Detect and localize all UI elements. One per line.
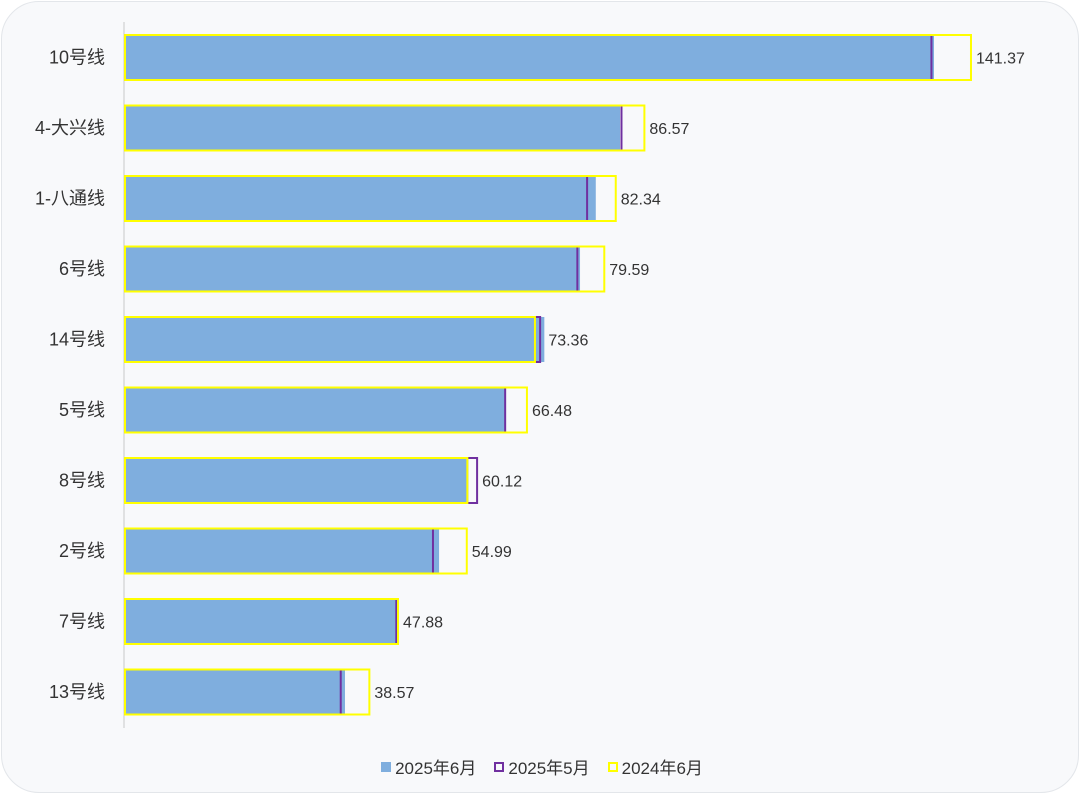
data-label: 79.59	[609, 262, 649, 279]
category-label: 1-八通线	[35, 189, 105, 209]
bar-outline-prev-year	[124, 457, 469, 504]
legend-label: 2024年6月	[621, 759, 703, 778]
legend-item: 2025年5月	[494, 754, 590, 779]
category-label: 14号线	[49, 330, 105, 350]
bar	[124, 317, 545, 362]
bar	[124, 599, 399, 644]
bar	[124, 387, 505, 433]
data-label: 60.12	[482, 474, 522, 491]
category-label: 7号线	[59, 612, 105, 632]
bar	[124, 176, 596, 221]
data-label: 73.36	[548, 333, 588, 350]
bar	[124, 669, 345, 715]
bar-outline-prev-year	[124, 175, 617, 222]
bar	[124, 246, 581, 292]
category-label: 4-大兴线	[35, 118, 105, 138]
legend-swatch	[381, 761, 392, 772]
legend-swatch	[494, 761, 505, 772]
legend-label: 2025年5月	[508, 759, 590, 778]
legend-item: 2025年6月	[381, 754, 476, 779]
data-label: 38.57	[374, 685, 414, 702]
legend-item: 2024年6月	[607, 754, 703, 779]
bar-outline-prev-year	[124, 668, 371, 716]
data-label: 82.34	[621, 192, 661, 209]
bar-outline-prev-year	[124, 316, 536, 363]
data-label: 141.37	[976, 51, 1025, 68]
category-label: 6号线	[59, 259, 105, 279]
bar-outline-prev-year	[124, 527, 468, 575]
category-label: 8号线	[59, 471, 105, 491]
bar-outline-prev-year	[124, 386, 528, 434]
category-label: 10号线	[49, 48, 105, 68]
bar-outline-prev-year	[124, 104, 646, 152]
chart-legend: 2025年6月 2025年5月 2024年6月	[2, 754, 1078, 779]
legend-swatch	[607, 761, 618, 772]
bar-outline-prev-year	[124, 598, 400, 645]
data-label: 86.57	[649, 121, 689, 138]
legend-label: 2025年6月	[395, 759, 477, 778]
category-label: 13号线	[49, 682, 105, 702]
data-label: 54.99	[472, 544, 512, 561]
data-label: 66.48	[532, 403, 572, 420]
bar	[124, 528, 440, 574]
data-label: 47.88	[403, 615, 443, 632]
bar-outline-prev-year	[124, 245, 606, 293]
bar	[124, 105, 621, 151]
bar	[124, 458, 469, 503]
bar	[124, 35, 934, 80]
category-label: 2号线	[59, 541, 105, 561]
category-label: 5号线	[59, 400, 105, 420]
bar-outline-prev-year	[124, 34, 972, 81]
